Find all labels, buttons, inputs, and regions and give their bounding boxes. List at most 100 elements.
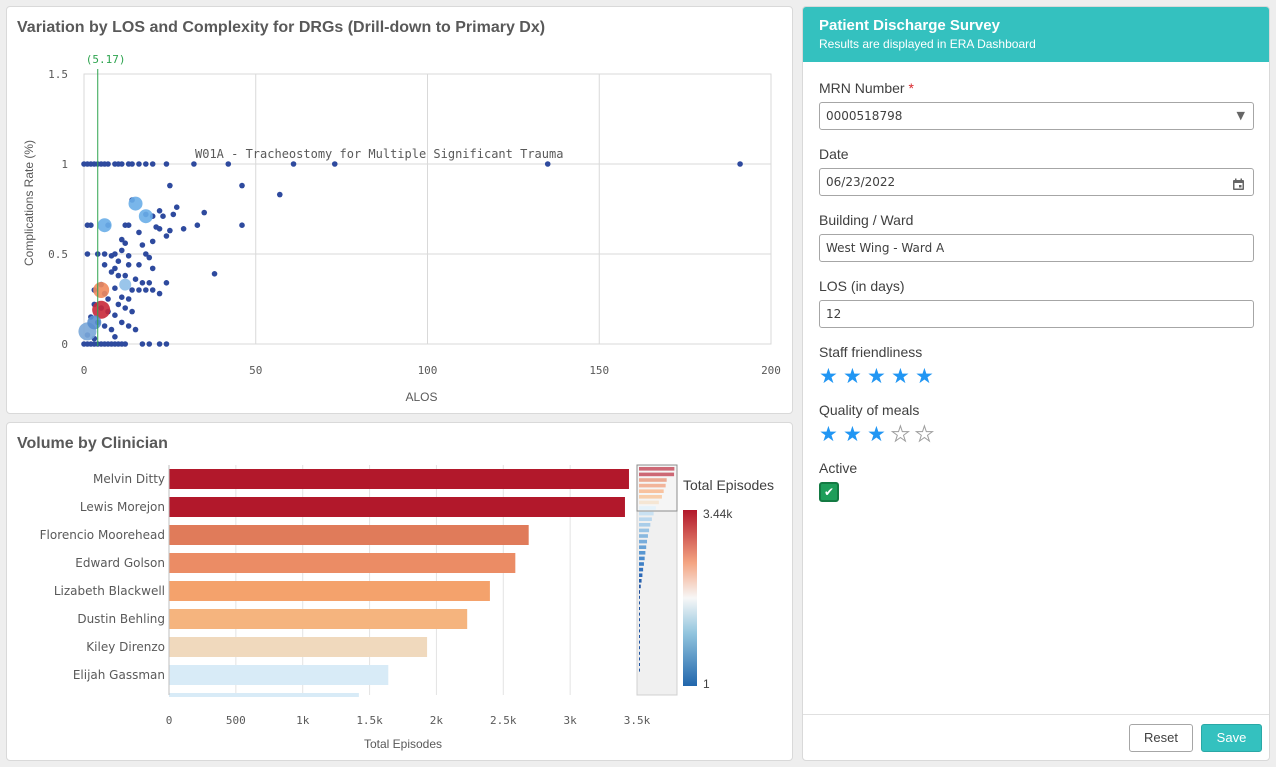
scatter-point[interactable] <box>173 204 180 210</box>
bar[interactable] <box>169 525 529 545</box>
scatter-point[interactable] <box>180 226 187 232</box>
star-icon[interactable]: ★ <box>867 423 886 446</box>
scatter-point[interactable] <box>136 161 142 167</box>
scatter-point[interactable] <box>112 265 118 272</box>
scatter-point[interactable] <box>156 226 163 232</box>
scatter-point[interactable] <box>239 222 245 228</box>
los-input[interactable]: 12 <box>819 300 1254 328</box>
bar[interactable] <box>169 637 428 657</box>
scatter-point[interactable] <box>118 247 125 254</box>
mini-chart-viewport[interactable] <box>636 464 678 512</box>
scatter-point[interactable] <box>132 326 139 333</box>
bar[interactable] <box>169 553 516 573</box>
scatter-point[interactable] <box>132 276 139 283</box>
scatter-point[interactable] <box>163 280 170 286</box>
scatter-point[interactable] <box>167 227 173 234</box>
scatter-point[interactable] <box>118 161 125 167</box>
scatter-point[interactable] <box>105 161 111 167</box>
scatter-bubble[interactable] <box>92 300 111 319</box>
scatter-point[interactable] <box>331 161 338 167</box>
building-input[interactable]: West Wing - Ward A <box>819 234 1254 262</box>
scatter-point[interactable] <box>139 341 146 347</box>
bar[interactable] <box>169 665 389 685</box>
scatter-point[interactable] <box>125 296 132 302</box>
scatter-point[interactable] <box>163 341 170 347</box>
scatter-point[interactable] <box>149 238 156 245</box>
star-icon[interactable]: ★ <box>843 423 862 446</box>
scatter-point[interactable] <box>118 236 125 243</box>
scatter-bubble[interactable] <box>128 196 143 211</box>
scatter-point[interactable] <box>143 161 149 167</box>
scatter-point[interactable] <box>112 251 118 257</box>
calendar-icon[interactable] <box>1232 175 1245 201</box>
scatter-point[interactable] <box>108 326 115 333</box>
scatter-point[interactable] <box>112 285 118 292</box>
date-input[interactable]: 06/23/2022 <box>819 168 1254 196</box>
scatter-point[interactable] <box>139 242 146 248</box>
save-button[interactable]: Save <box>1201 724 1262 752</box>
star-icon[interactable]: ★ <box>891 423 911 446</box>
scatter-point[interactable] <box>163 233 170 239</box>
scatter-point[interactable] <box>191 161 197 167</box>
scatter-point[interactable] <box>211 271 218 277</box>
star-icon[interactable]: ★ <box>819 423 838 446</box>
scatter-point[interactable] <box>737 161 743 167</box>
scatter-point[interactable] <box>101 251 108 257</box>
bar-chart[interactable]: 0 500 1k 1.5k 2k 2.5k 3k 3.5k Melvin Ditty Lewis … <box>7 423 793 761</box>
scatter-point[interactable] <box>239 182 245 189</box>
scatter-point[interactable] <box>136 229 142 236</box>
staff-rating[interactable]: ★ ★ ★ ★ ★ <box>819 366 1254 388</box>
scatter-point[interactable] <box>143 287 149 293</box>
scatter-point[interactable] <box>167 182 173 189</box>
scatter-point[interactable] <box>118 294 125 301</box>
scatter-point[interactable] <box>146 254 153 261</box>
active-checkbox[interactable]: ✔ <box>819 482 839 502</box>
scatter-point[interactable] <box>101 323 108 329</box>
star-icon[interactable]: ★ <box>867 365 886 388</box>
scatter-point[interactable] <box>163 161 170 167</box>
scatter-point[interactable] <box>122 240 129 246</box>
scatter-bubble[interactable] <box>97 218 112 233</box>
star-icon[interactable]: ★ <box>843 365 862 388</box>
scatter-point[interactable] <box>149 161 156 167</box>
scatter-point[interactable] <box>88 222 94 228</box>
scatter-point[interactable] <box>118 319 125 326</box>
bar[interactable] <box>169 497 625 517</box>
scatter-bubble[interactable] <box>87 315 102 330</box>
scatter-point[interactable] <box>156 208 163 214</box>
scatter-point[interactable] <box>122 305 129 311</box>
scatter-point[interactable] <box>125 222 132 228</box>
scatter-point[interactable] <box>129 161 135 167</box>
scatter-point[interactable] <box>170 211 177 218</box>
scatter-bubble[interactable] <box>138 209 153 224</box>
scatter-point[interactable] <box>84 251 91 257</box>
scatter-point[interactable] <box>156 341 163 347</box>
bar[interactable] <box>169 581 490 601</box>
scatter-point[interactable] <box>115 272 122 279</box>
scatter-bubble[interactable] <box>119 278 132 291</box>
scatter-point[interactable] <box>139 280 146 286</box>
scatter-point[interactable] <box>115 258 122 264</box>
scatter-point[interactable] <box>194 222 201 228</box>
scatter-bubble[interactable] <box>93 282 110 298</box>
scatter-point[interactable] <box>129 308 135 315</box>
scatter-point[interactable] <box>136 287 142 293</box>
scatter-point[interactable] <box>149 265 156 272</box>
scatter-point[interactable] <box>290 161 297 167</box>
scatter-point[interactable] <box>146 280 153 286</box>
meals-rating[interactable]: ★ ★ ★ ★ ★ <box>819 423 1254 446</box>
scatter-point[interactable] <box>105 296 111 302</box>
scatter-point[interactable] <box>143 251 149 257</box>
scatter-point[interactable] <box>101 262 108 268</box>
scatter-point[interactable] <box>125 323 132 329</box>
scatter-point[interactable] <box>129 287 135 293</box>
scatter-point[interactable] <box>201 209 208 216</box>
bar[interactable] <box>169 609 468 629</box>
scatter-point[interactable] <box>146 341 153 347</box>
star-icon[interactable]: ★ <box>915 423 935 446</box>
scatter-point[interactable] <box>122 272 129 279</box>
scatter-point[interactable] <box>108 269 115 275</box>
bar-partial[interactable] <box>169 693 359 697</box>
scatter-point[interactable] <box>544 161 551 167</box>
scatter-chart[interactable]: 1.5 1 0.5 00 50 100 150 200 (5.17) W01A - Tracheo… <box>7 7 793 414</box>
